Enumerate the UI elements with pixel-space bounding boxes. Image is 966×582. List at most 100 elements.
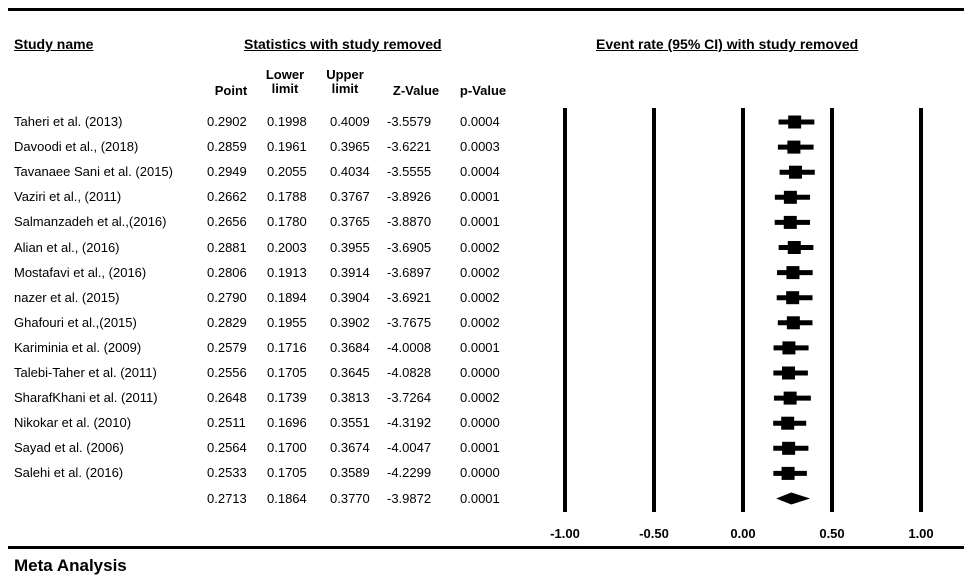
cell-name: Taheri et al. (2013) bbox=[14, 114, 123, 129]
col-p-value: p-Value bbox=[459, 83, 507, 98]
cell-upper: 0.3684 bbox=[330, 339, 370, 355]
point-marker bbox=[786, 291, 800, 305]
cell-lower: 0.1961 bbox=[267, 139, 307, 155]
cell-name: Tavanaee Sani et al. (2015) bbox=[14, 164, 173, 180]
point-marker bbox=[786, 266, 800, 280]
cell-upper: 0.3904 bbox=[330, 289, 370, 305]
cell-lower: 0.2003 bbox=[267, 239, 307, 255]
cell-z: -3.7264 bbox=[387, 390, 432, 406]
cell-name: Ghafouri et al.,(2015) bbox=[14, 314, 137, 330]
summary-diamond bbox=[776, 492, 811, 505]
study-name-header: Study name bbox=[14, 36, 94, 52]
cell-point: 0.2564 bbox=[207, 440, 247, 456]
cell-lower: 0.1716 bbox=[267, 339, 307, 355]
cell-z: -3.6921 bbox=[387, 289, 432, 305]
cell-z: -4.2299 bbox=[387, 465, 432, 481]
cell-p: 0.0004 bbox=[460, 114, 500, 129]
cell-p: 0.0002 bbox=[460, 314, 500, 330]
col-z-value: Z-Value bbox=[392, 83, 440, 98]
cell-lower: 0.1705 bbox=[267, 465, 307, 481]
cell-lower: 0.1913 bbox=[267, 264, 307, 280]
cell-name: Sayad et al. (2006) bbox=[14, 440, 124, 456]
x-tick-label: 0.00 bbox=[730, 526, 755, 541]
cell-upper: 0.3902 bbox=[330, 314, 370, 330]
cell-name: Alian et al., (2016) bbox=[14, 239, 120, 255]
cell-z: -4.0828 bbox=[387, 365, 432, 380]
cell-p: 0.0001 bbox=[460, 214, 500, 230]
point-marker bbox=[781, 466, 795, 480]
point-marker bbox=[788, 115, 802, 129]
cell-p: 0.0001 bbox=[460, 189, 500, 205]
cell-point: 0.2790 bbox=[207, 289, 247, 305]
footer-title: Meta Analysis bbox=[14, 556, 127, 575]
cell-z: -3.6897 bbox=[387, 264, 432, 280]
cell-upper: 0.3770 bbox=[330, 490, 370, 506]
cell-z: -3.6905 bbox=[387, 239, 432, 255]
point-marker bbox=[781, 416, 795, 430]
col-lower: Lower limit bbox=[265, 67, 305, 96]
x-tick-label: -1.00 bbox=[550, 526, 580, 541]
cell-upper: 0.3551 bbox=[330, 415, 370, 431]
cell-p: 0.0000 bbox=[460, 465, 500, 481]
point-marker bbox=[782, 441, 796, 455]
cell-point: 0.2511 bbox=[207, 415, 246, 431]
cell-p: 0.0000 bbox=[460, 415, 500, 431]
cell-name: Davoodi et al., (2018) bbox=[14, 139, 139, 155]
point-marker bbox=[783, 391, 797, 405]
cell-p: 0.0001 bbox=[460, 339, 500, 355]
x-tick-label: 0.50 bbox=[819, 526, 844, 541]
cell-p: 0.0003 bbox=[460, 139, 500, 155]
statistics-header: Statistics with study removed bbox=[244, 36, 442, 52]
point-marker bbox=[781, 366, 795, 380]
cell-point: 0.2829 bbox=[207, 314, 247, 330]
x-tick-label: -0.50 bbox=[639, 526, 669, 541]
bottom-rule bbox=[8, 546, 964, 549]
cell-name: Mostafavi et al., (2016) bbox=[14, 264, 147, 280]
cell-point: 0.2648 bbox=[207, 390, 247, 406]
cell-p: 0.0002 bbox=[460, 289, 500, 305]
point-marker bbox=[783, 190, 797, 204]
cell-name: nazer et al. (2015) bbox=[14, 289, 120, 305]
cell-upper: 0.3589 bbox=[330, 465, 370, 481]
cell-z: -4.0008 bbox=[387, 339, 432, 355]
cell-name: Kariminia et al. (2009) bbox=[14, 339, 142, 355]
cell-z: -3.8870 bbox=[387, 214, 432, 230]
top-rule bbox=[8, 8, 964, 11]
cell-upper: 0.3955 bbox=[330, 239, 370, 255]
x-tick-label: 1.00 bbox=[908, 526, 933, 541]
cell-upper: 0.4034 bbox=[330, 164, 370, 180]
cell-upper: 0.3914 bbox=[330, 264, 370, 280]
cell-point: 0.2579 bbox=[207, 339, 247, 355]
cell-lower: 0.1788 bbox=[267, 189, 307, 205]
cell-z: -3.7675 bbox=[387, 314, 432, 330]
cell-lower: 0.1955 bbox=[267, 314, 307, 330]
cell-z: -4.0047 bbox=[387, 440, 432, 456]
cell-z: -3.8926 bbox=[387, 189, 432, 205]
point-marker bbox=[783, 215, 797, 229]
cell-point: 0.2859 bbox=[207, 139, 247, 155]
cell-name: SharafKhani et al. (2011) bbox=[14, 390, 158, 406]
cell-name: Salmanzadeh et al.,(2016) bbox=[14, 214, 167, 230]
cell-p: 0.0001 bbox=[460, 490, 500, 506]
col-upper: Upper limit bbox=[326, 67, 364, 96]
cell-point: 0.2881 bbox=[207, 239, 247, 255]
cell-p: 0.0002 bbox=[460, 239, 500, 255]
cell-upper: 0.3674 bbox=[330, 440, 370, 456]
cell-lower: 0.1705 bbox=[267, 365, 307, 380]
cell-point: 0.2656 bbox=[207, 214, 247, 230]
col-point: Point bbox=[214, 83, 248, 98]
cell-p: 0.0002 bbox=[460, 264, 500, 280]
point-marker bbox=[787, 241, 801, 254]
point-marker bbox=[786, 316, 800, 330]
cell-name: Vaziri et al., (2011) bbox=[14, 189, 122, 205]
cell-p: 0.0000 bbox=[460, 365, 500, 380]
cell-point: 0.2713 bbox=[207, 490, 247, 506]
cell-upper: 0.4009 bbox=[330, 114, 370, 129]
cell-lower: 0.1864 bbox=[267, 490, 307, 506]
cell-upper: 0.3813 bbox=[330, 390, 370, 406]
cell-name: Salehi et al. (2016) bbox=[14, 465, 124, 481]
cell-z: -3.5579 bbox=[387, 114, 432, 129]
cell-upper: 0.3965 bbox=[330, 139, 370, 155]
cell-p: 0.0001 bbox=[460, 440, 500, 456]
